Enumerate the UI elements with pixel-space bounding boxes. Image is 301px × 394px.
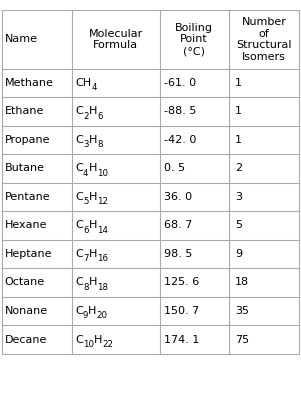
- Text: H: H: [88, 192, 97, 202]
- Text: 5: 5: [235, 221, 242, 230]
- Text: H: H: [88, 249, 97, 259]
- Text: 3: 3: [235, 192, 242, 202]
- Text: C: C: [75, 335, 83, 344]
- Text: Decane: Decane: [5, 335, 47, 344]
- Text: 5: 5: [83, 197, 88, 206]
- Text: H: H: [88, 221, 97, 230]
- Text: 6: 6: [83, 226, 88, 235]
- Text: 16: 16: [97, 254, 108, 263]
- Text: 2: 2: [235, 164, 242, 173]
- Text: Butane: Butane: [5, 164, 45, 173]
- Text: Pentane: Pentane: [5, 192, 50, 202]
- Text: 18: 18: [97, 283, 108, 292]
- Text: -88. 5: -88. 5: [164, 106, 197, 116]
- Text: 10: 10: [83, 340, 94, 349]
- Text: Hexane: Hexane: [5, 221, 47, 230]
- Text: 150. 7: 150. 7: [164, 306, 199, 316]
- Text: 7: 7: [83, 254, 88, 263]
- Text: 68. 7: 68. 7: [164, 221, 192, 230]
- Text: Name: Name: [5, 34, 38, 45]
- Text: C: C: [75, 164, 83, 173]
- Text: 6: 6: [97, 112, 102, 121]
- Text: H: H: [88, 106, 97, 116]
- Text: C: C: [75, 249, 83, 259]
- Text: 22: 22: [102, 340, 113, 349]
- Text: Octane: Octane: [5, 277, 45, 288]
- Text: -61. 0: -61. 0: [164, 78, 196, 88]
- Text: H: H: [88, 135, 97, 145]
- Text: C: C: [75, 306, 83, 316]
- Text: 10: 10: [97, 169, 108, 178]
- Text: Propane: Propane: [5, 135, 50, 145]
- Text: Ethane: Ethane: [5, 106, 44, 116]
- Text: 18: 18: [235, 277, 249, 288]
- Text: 2: 2: [83, 112, 88, 121]
- Text: Heptane: Heptane: [5, 249, 52, 259]
- Text: 20: 20: [97, 311, 108, 320]
- Text: 125. 6: 125. 6: [164, 277, 199, 288]
- Text: CH: CH: [75, 78, 92, 88]
- Text: 98. 5: 98. 5: [164, 249, 192, 259]
- Text: 36. 0: 36. 0: [164, 192, 192, 202]
- Text: 8: 8: [83, 283, 88, 292]
- Text: 174. 1: 174. 1: [164, 335, 200, 344]
- Bar: [2, 10, 299, 354]
- Text: 1: 1: [235, 78, 242, 88]
- Text: 75: 75: [235, 335, 249, 344]
- Text: Number
of
Structural
Isomers: Number of Structural Isomers: [236, 17, 292, 62]
- Text: H: H: [88, 277, 97, 288]
- Text: H: H: [88, 306, 97, 316]
- Text: Boiling
Point
(°C): Boiling Point (°C): [175, 23, 213, 56]
- Text: 9: 9: [83, 311, 88, 320]
- Text: 8: 8: [97, 140, 102, 149]
- Text: H: H: [88, 164, 97, 173]
- Text: 12: 12: [97, 197, 108, 206]
- Text: Nonane: Nonane: [5, 306, 48, 316]
- Text: C: C: [75, 221, 83, 230]
- Text: H: H: [94, 335, 102, 344]
- Text: -42. 0: -42. 0: [164, 135, 197, 145]
- Text: C: C: [75, 192, 83, 202]
- Text: Molecular
Formula: Molecular Formula: [89, 29, 143, 50]
- Text: C: C: [75, 106, 83, 116]
- Text: 4: 4: [83, 169, 88, 178]
- Text: 14: 14: [97, 226, 108, 235]
- Text: 0. 5: 0. 5: [164, 164, 185, 173]
- Text: Methane: Methane: [5, 78, 53, 88]
- Text: 1: 1: [235, 106, 242, 116]
- Text: C: C: [75, 135, 83, 145]
- Text: 4: 4: [92, 83, 97, 92]
- Text: 9: 9: [235, 249, 242, 259]
- Text: 35: 35: [235, 306, 249, 316]
- Text: C: C: [75, 277, 83, 288]
- Text: 3: 3: [83, 140, 88, 149]
- Text: 1: 1: [235, 135, 242, 145]
